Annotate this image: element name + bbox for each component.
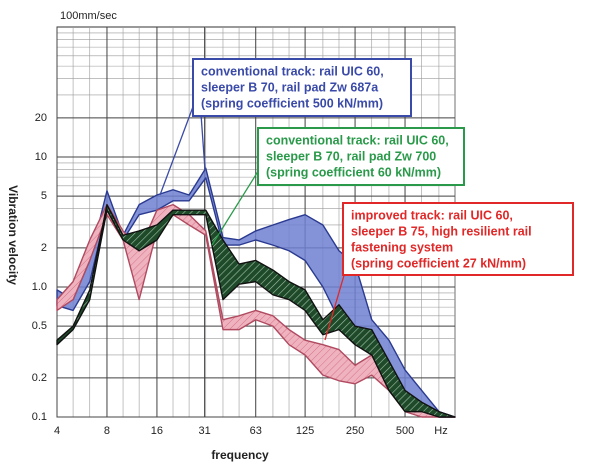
legend-box <box>257 127 465 186</box>
y-tick-label: 20 <box>35 112 47 124</box>
band-area <box>56 203 456 418</box>
x-tick-label: 500 <box>396 425 414 437</box>
y-axis-title: Vibration velocity <box>6 185 20 285</box>
legend-box <box>342 202 574 276</box>
legend-label: conventional track: rail UIC 60, <box>201 64 384 78</box>
legend-label: improved track: rail UIC 60, <box>351 208 513 222</box>
y-tick-label: 1.0 <box>32 281 47 293</box>
legend-label: (spring coefficient 60 kN/mm) <box>266 165 441 179</box>
x-tick-label: 16 <box>151 425 163 437</box>
legend-label: (spring coefficient 500 kN/mm) <box>201 96 383 110</box>
y-tick-label: 10 <box>35 151 47 163</box>
x-tick-label: 31 <box>198 425 210 437</box>
y-tick-label: 2 <box>41 242 47 254</box>
leader-line <box>211 164 263 246</box>
x-tick-label: 8 <box>104 425 110 437</box>
y-tick-label: 0.5 <box>32 320 47 332</box>
legend-label: sleeper B 75, high resilient rail <box>351 224 532 238</box>
legend-label: (spring coefficient 27 kN/mm) <box>351 256 526 270</box>
x-unit-label: Hz <box>434 425 447 437</box>
legend-label: fastening system <box>351 240 453 254</box>
y-tick-label: 0.1 <box>32 411 47 423</box>
y-tick-label: 0.2 <box>32 372 47 384</box>
x-tick-label: 125 <box>296 425 314 437</box>
legend-label: sleeper B 70, rail pad Zw 700 <box>266 149 436 163</box>
legend-label: sleeper B 70, rail pad Zw 687a <box>201 80 379 94</box>
y-tick-label: 5 <box>41 190 47 202</box>
x-tick-label: 250 <box>346 425 364 437</box>
legend-box <box>192 58 412 117</box>
x-tick-label: 4 <box>54 425 60 437</box>
x-tick-label: 63 <box>250 425 262 437</box>
x-axis-title: frequency <box>211 448 269 462</box>
legend-label: conventional track: rail UIC 60, <box>266 133 449 147</box>
y-unit-label: 100mm/sec <box>60 10 117 22</box>
